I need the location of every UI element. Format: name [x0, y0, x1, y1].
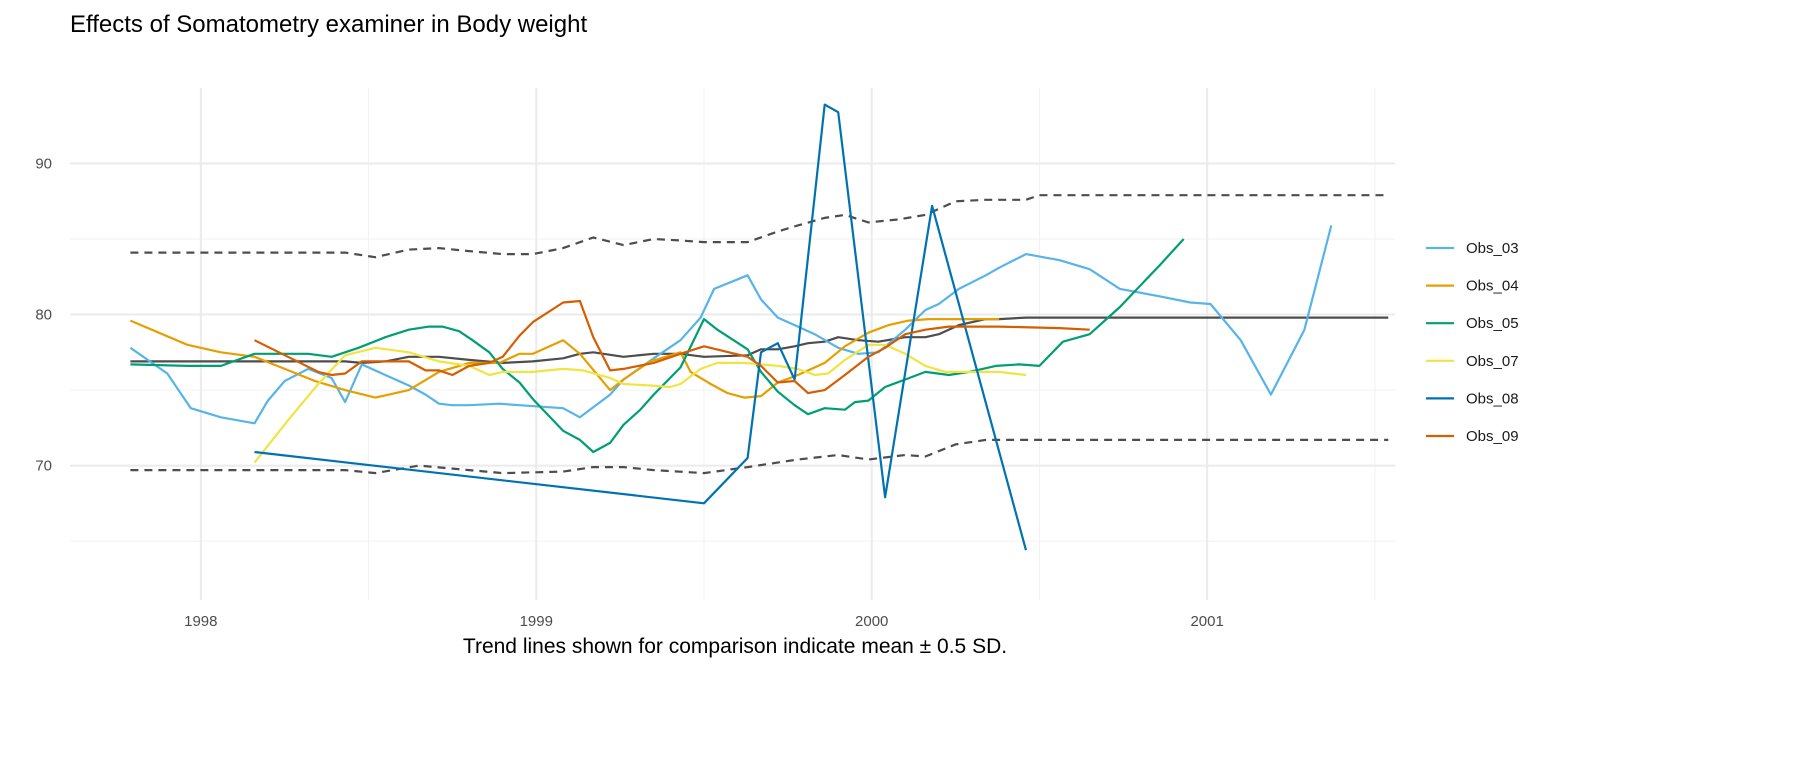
legend-label: Obs_09 — [1466, 428, 1519, 445]
series-line-obs_07 — [253, 343, 1027, 464]
x-axis-ticks: 1998 1999 2000 2001 — [184, 613, 1224, 630]
legend-label: Obs_08 — [1466, 390, 1519, 407]
series-line-obs_04 — [129, 318, 1000, 399]
x-tick-label: 2001 — [1190, 613, 1223, 630]
y-tick-label: 80 — [35, 307, 52, 324]
trend-lines — [130, 194, 1389, 475]
series-lines — [129, 103, 1333, 551]
sd-trend-line — [130, 438, 1389, 475]
y-tick-label: 90 — [35, 156, 52, 173]
legend-label: Obs_04 — [1466, 278, 1519, 295]
series-line-obs_09 — [254, 299, 1090, 395]
legend-label: Obs_05 — [1466, 315, 1519, 332]
chart-title: Effects of Somatometry examiner in Body … — [70, 11, 587, 38]
grid — [70, 88, 1395, 600]
x-tick-label: 1998 — [184, 613, 217, 630]
series-line-obs_03 — [129, 225, 1333, 425]
chart-caption: Trend lines shown for comparison indicat… — [463, 635, 1007, 658]
x-tick-label: 1999 — [520, 613, 553, 630]
sd-trend-line — [130, 194, 1389, 259]
x-tick-label: 2000 — [855, 613, 888, 630]
y-axis-ticks: 70 80 90 — [35, 156, 52, 475]
legend-label: Obs_03 — [1466, 240, 1519, 257]
legend: Obs_03 Obs_04 Obs_05 Obs_07 Obs_08 Obs_09 — [1426, 240, 1519, 445]
y-tick-label: 70 — [35, 458, 52, 475]
legend-label: Obs_07 — [1466, 353, 1519, 370]
mean-trend-line — [130, 316, 1389, 364]
series-line-obs_08 — [254, 103, 1028, 551]
